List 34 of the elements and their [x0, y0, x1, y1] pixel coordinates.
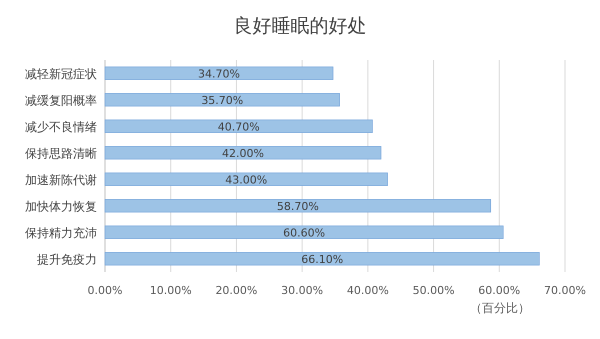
x-tick-label: 10.00%: [150, 284, 192, 297]
y-tick-label: 保持精力充沛: [25, 226, 97, 240]
y-tick-label: 提升免疫力: [37, 252, 97, 266]
bar: [104, 120, 373, 133]
bar: [104, 66, 334, 80]
y-tick-label: 减少不良情绪: [25, 120, 97, 134]
bar: [104, 146, 382, 160]
x-axis-title: （百分比）: [470, 301, 530, 315]
bar: [104, 93, 340, 106]
data-label: 58.70%: [276, 200, 319, 213]
chart-title: 良好睡眠的好处: [234, 15, 366, 37]
data-label: 35.70%: [201, 94, 244, 107]
y-tick-label: 加快体力恢复: [25, 199, 97, 214]
bar: [104, 172, 388, 186]
x-tick-label: 0.00%: [88, 284, 122, 297]
x-tick-label: 20.00%: [215, 284, 258, 297]
data-label: 34.70%: [198, 67, 240, 80]
x-tick-label: 60.00%: [478, 284, 520, 297]
x-tick-label: 40.00%: [346, 284, 389, 297]
data-label: 42.00%: [222, 146, 264, 160]
bar: [104, 199, 492, 212]
data-label: 43.00%: [225, 173, 268, 186]
bar: [104, 226, 504, 239]
data-label: 60.60%: [283, 226, 326, 240]
y-tick-label: 加速新陈代谢: [25, 172, 97, 187]
y-tick-label: 减缓复阳概率: [25, 93, 97, 108]
x-tick-label: 50.00%: [412, 284, 455, 297]
x-tick-label: 30.00%: [281, 284, 324, 297]
bar: [104, 252, 540, 266]
y-tick-label: 保持思路清晰: [25, 146, 97, 160]
x-tick-label: 70.00%: [544, 284, 586, 297]
data-label: 66.10%: [301, 252, 344, 266]
y-tick-label: 减轻新冠症状: [25, 66, 97, 81]
data-label: 40.70%: [218, 120, 260, 134]
